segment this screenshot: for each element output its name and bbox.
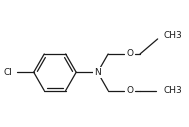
Text: O: O — [126, 86, 133, 95]
Text: CH3: CH3 — [163, 31, 182, 40]
Text: Cl: Cl — [3, 68, 12, 77]
Text: N: N — [94, 68, 101, 77]
Text: CH3: CH3 — [163, 86, 182, 95]
Text: O: O — [126, 49, 133, 58]
